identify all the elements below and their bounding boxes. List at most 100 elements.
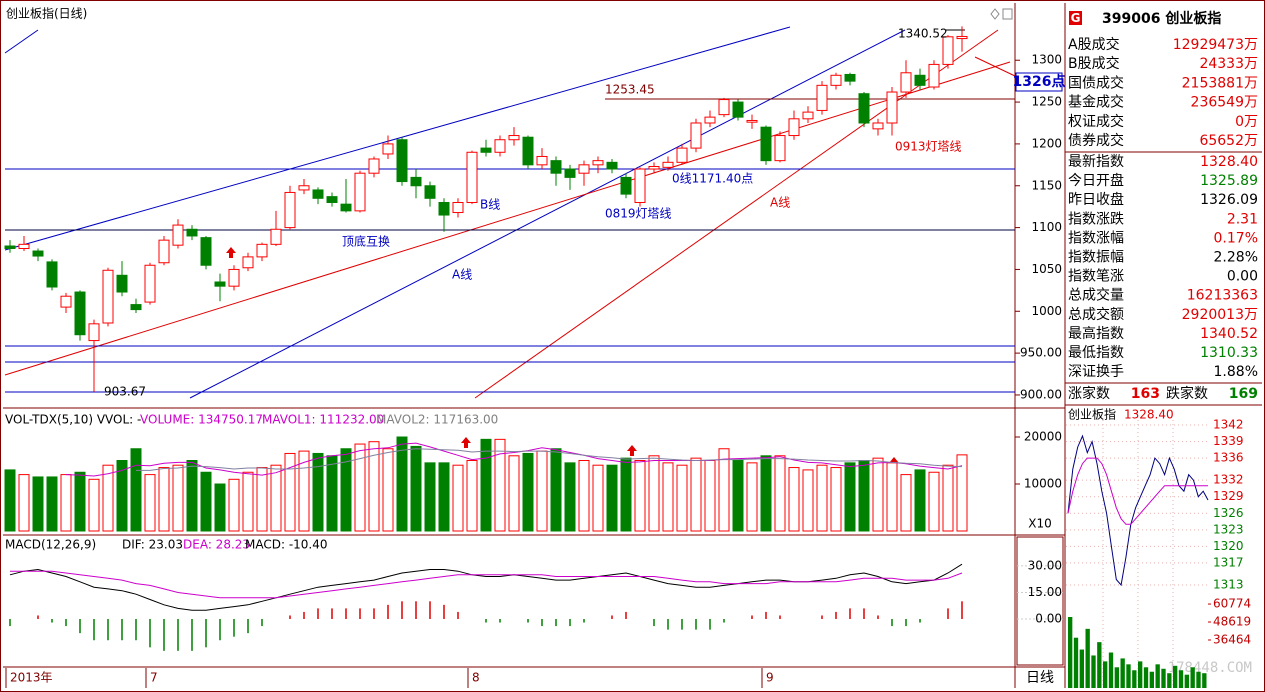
icon[interactable] (990, 8, 1000, 20)
candle-body (74, 291, 86, 336)
y-tick-label: 1336 (1213, 451, 1244, 465)
quote-value: 236549万 (1191, 95, 1258, 111)
quote-value: 16213363 (1187, 288, 1258, 304)
x-tick-label: 7 (150, 671, 158, 685)
y-tick-label: 900.00 (1020, 387, 1062, 401)
candle-body (116, 274, 128, 293)
y-tick-label: 1326 (1213, 506, 1244, 520)
volume-bar (214, 483, 226, 532)
candle-body (746, 119, 758, 123)
candle-body (592, 160, 604, 166)
candle-body (480, 147, 492, 153)
y-tick-label: 1300 (1031, 53, 1062, 67)
y-tick-label: 1313 (1213, 577, 1244, 591)
trend-line (4, 29, 39, 54)
intraday-volume-bar (1120, 658, 1125, 688)
quote-label: A股成交 (1068, 36, 1120, 53)
candle-body (522, 136, 534, 166)
candle-body (284, 191, 296, 229)
intraday-line (1067, 434, 1209, 587)
volume-bar (914, 469, 926, 532)
quote-label: 指数涨跌 (1068, 211, 1124, 227)
candle-body (228, 268, 240, 287)
volume-bar (732, 460, 744, 532)
volume-bar (186, 460, 198, 532)
y-tick-label: 1000 (1031, 304, 1062, 318)
intraday-volume-bar (1114, 667, 1119, 688)
quote-label: B股成交 (1068, 55, 1120, 72)
volume-bar (690, 457, 702, 532)
intraday-volume-bar (1184, 674, 1189, 688)
candle-body (844, 73, 856, 82)
candle-body (326, 196, 338, 203)
panel-header: MAVOL2: 117163.00 (376, 413, 498, 427)
volume-bar (886, 462, 898, 532)
icon (1069, 11, 1082, 25)
candle-body (634, 168, 646, 203)
chart-title: 创业板指(日线) (6, 6, 87, 21)
volume-bar (424, 462, 436, 532)
mini-last: 1328.40 (1124, 408, 1174, 422)
intraday-volume-bar (1079, 649, 1084, 688)
volume-bar (676, 464, 688, 532)
volume-bar (466, 460, 478, 532)
quote-label: 权证成交 (1068, 113, 1124, 130)
volume-bar (816, 464, 828, 532)
signal-arrow (461, 437, 471, 448)
candle-body (900, 72, 912, 93)
y-tick-label: 1200 (1031, 136, 1062, 150)
volume-bar (102, 464, 114, 532)
y-tick-label: 60774 (1213, 597, 1251, 611)
quote-value: 1325.89 (1200, 173, 1258, 189)
quote-label: 总成交额 (1068, 306, 1124, 323)
volume-bar (438, 462, 450, 532)
candle-body (158, 239, 170, 264)
volume-bar (298, 450, 310, 532)
candle-body (732, 101, 744, 118)
x-tick-label: 8 (472, 671, 480, 685)
candle-body (4, 245, 16, 250)
trend-line (4, 26, 791, 251)
quote-label: 最高指数 (1068, 325, 1124, 342)
quote-value: 2.28% (1214, 250, 1258, 266)
volume-bar (928, 471, 940, 532)
candle-body (18, 243, 30, 250)
y-tick-label: 1332 (1213, 473, 1244, 487)
volume-bar (522, 452, 534, 532)
volume-bar (956, 454, 968, 532)
icon[interactable] (1002, 8, 1013, 20)
quote-value: 0.00 (1227, 269, 1258, 285)
trend-line (189, 29, 906, 399)
volume-bar (88, 478, 100, 532)
volume-bar (606, 464, 618, 532)
volume-bar (858, 460, 870, 532)
candle-body (788, 118, 800, 137)
candle-body (340, 203, 352, 212)
intraday-volume-bar (1196, 671, 1201, 688)
candle-body (382, 143, 394, 155)
breadth-value: 169 (1229, 386, 1258, 402)
volume-bar (228, 478, 240, 532)
intraday-volume-bar (1178, 670, 1184, 688)
volume-bar (844, 462, 856, 532)
quote-value: 0.17% (1214, 230, 1258, 246)
candle-body (816, 84, 828, 111)
volume-bar (662, 462, 674, 532)
candle-body (298, 185, 310, 191)
y-tick-label: 950.00 (1020, 346, 1062, 360)
intraday-volume-bar (1202, 673, 1207, 688)
annotation: B线 (480, 198, 500, 212)
volume-bar (788, 467, 800, 532)
intraday-volume-bar (1126, 664, 1131, 688)
volume-bar (256, 467, 268, 532)
candle-body (648, 166, 660, 170)
y-tick-label: 1329 (1213, 489, 1244, 503)
candle-body (200, 237, 212, 266)
candle-body (662, 161, 674, 168)
candle-body (578, 164, 590, 174)
volume-ma-line (136, 448, 963, 471)
candle-body (676, 147, 688, 163)
y-tick-label: 48619 (1213, 615, 1251, 629)
period-tab[interactable]: 日线 (1026, 670, 1054, 686)
quote-value: 12929473万 (1173, 37, 1258, 53)
